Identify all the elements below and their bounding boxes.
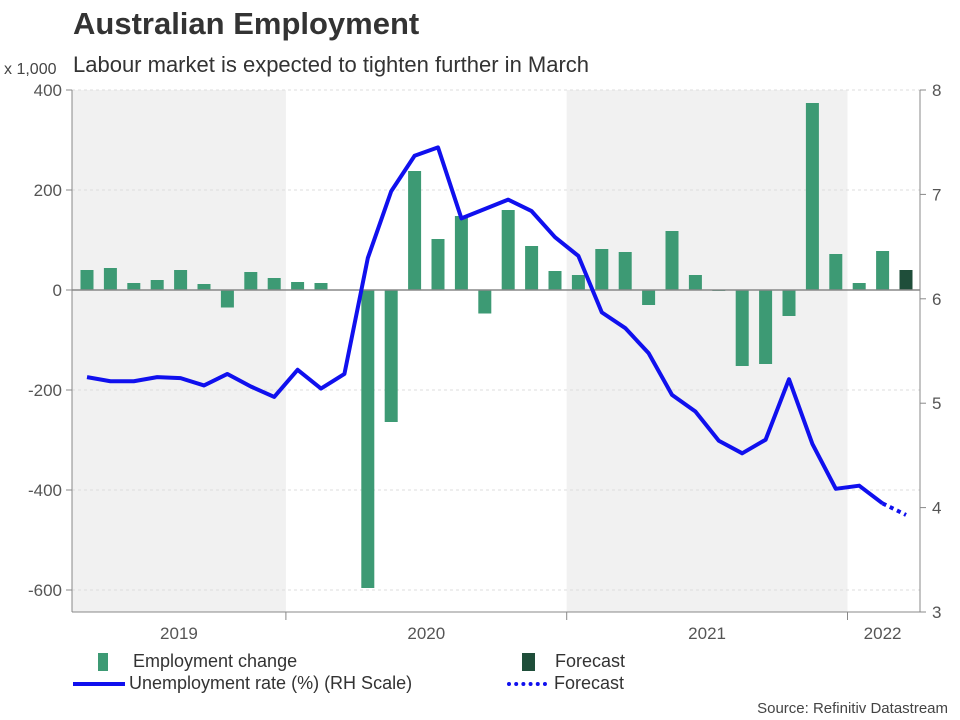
year-shading [566, 90, 848, 612]
right-tick-label: 3 [932, 603, 941, 622]
employment-bar [197, 284, 211, 290]
employment-bar [829, 254, 843, 290]
employment-bar [735, 290, 749, 366]
forecast-bar [899, 270, 913, 290]
x-tick-label: 2019 [160, 624, 198, 643]
source-note: Source: Refinitiv Datastream [757, 700, 948, 717]
left-tick-label: -200 [28, 381, 62, 400]
employment-bar [408, 171, 422, 290]
legend-label: Forecast [554, 673, 625, 693]
x-tick-label: 2021 [688, 624, 726, 643]
employment-bar [314, 283, 328, 290]
bar-swatch-icon [98, 652, 108, 671]
x-tick-label: 2020 [407, 624, 445, 643]
legend-label: Unemployment rate (%) (RH Scale) [129, 673, 413, 693]
employment-bar [782, 290, 796, 316]
right-tick-label: 6 [932, 290, 941, 309]
employment-bar [805, 103, 819, 290]
employment-bar [759, 290, 773, 364]
employment-bar [876, 251, 890, 290]
unemployment-rate-line [86, 145, 884, 506]
employment-bar [291, 282, 305, 290]
unemployment-forecast-line [881, 501, 907, 517]
employment-bar [665, 231, 679, 290]
line-swatch-icon [73, 681, 125, 686]
bar-swatch-icon [522, 652, 535, 671]
year-shading [72, 90, 286, 612]
left-tick-label: -400 [28, 481, 62, 500]
employment-bar [454, 216, 468, 290]
legend-unemployment-rate: Unemployment rate (%) (RH Scale) [73, 673, 412, 694]
employment-bar [220, 290, 234, 308]
chart-title: Australian Employment [73, 6, 420, 41]
employment-bar [150, 280, 164, 290]
legend-label: Forecast [555, 651, 626, 671]
left-tick-label: 200 [34, 181, 62, 200]
left-tick-label: -600 [28, 581, 62, 600]
employment-bar [595, 249, 609, 290]
employment-bar [103, 268, 117, 290]
left-tick-label: 400 [34, 81, 62, 100]
employment-bar [688, 275, 702, 290]
left-axis-unit: x 1,000 [4, 61, 57, 78]
employment-bar [501, 210, 515, 290]
legend-employment-change: Employment change [96, 651, 297, 672]
employment-bar [127, 283, 141, 290]
legend-employment-forecast: Forecast [522, 651, 625, 672]
employment-bar [525, 246, 539, 290]
employment-bar [618, 252, 632, 290]
right-tick-label: 4 [932, 499, 941, 518]
employment-bar [431, 239, 445, 290]
right-tick-label: 8 [932, 81, 941, 100]
employment-bar [384, 290, 398, 422]
legend-unemployment-forecast: Forecast [507, 673, 624, 694]
dotted-line-swatch-icon [507, 681, 547, 686]
left-tick-label: 0 [53, 281, 62, 300]
employment-bar [80, 270, 94, 290]
x-tick-label: 2022 [864, 624, 902, 643]
legend-label: Employment change [133, 651, 298, 671]
employment-bar [267, 278, 281, 290]
employment-bar [642, 290, 656, 305]
employment-bar [174, 270, 188, 290]
employment-bar [548, 271, 562, 290]
employment-bar [571, 275, 585, 290]
chart-subtitle: Labour market is expected to tighten fur… [73, 52, 590, 77]
right-tick-label: 5 [932, 394, 941, 413]
employment-bar [361, 290, 375, 588]
employment-bar [244, 272, 258, 290]
employment-bar [852, 283, 866, 290]
right-tick-label: 7 [932, 185, 941, 204]
employment-bar [478, 290, 492, 314]
